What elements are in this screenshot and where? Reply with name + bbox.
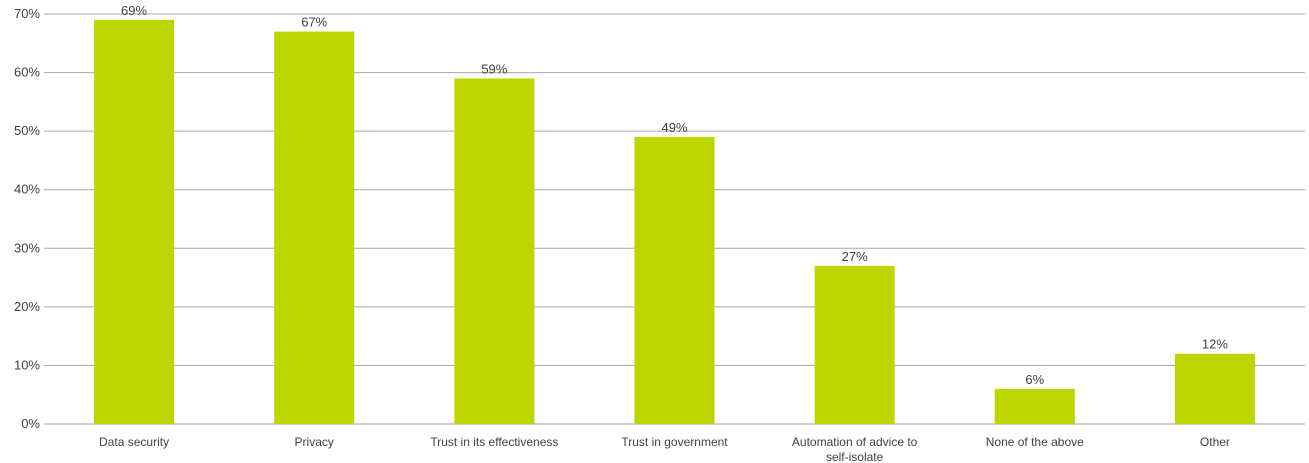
data-label: 27% <box>842 249 868 264</box>
x-tick-label: Data security <box>99 435 169 449</box>
data-label: 69% <box>121 3 147 18</box>
y-tick-label: 10% <box>14 357 40 372</box>
x-tick-label: Trust in government <box>621 435 728 449</box>
x-axis-category-labels: Data security Privacy Trust in its effecti… <box>99 435 1230 463</box>
y-tick-label: 60% <box>14 65 40 80</box>
data-label: 6% <box>1025 372 1044 387</box>
bar <box>994 388 1075 424</box>
y-tick-label: 40% <box>14 182 40 197</box>
y-axis-tick-labels: 0% 10% 20% 30% 40% 50% 60% 70% <box>14 6 40 431</box>
data-label: 49% <box>661 120 687 135</box>
x-tick-label: Trust in its effectiveness <box>430 435 558 449</box>
bar <box>814 265 895 424</box>
x-tick-label: None of the above <box>986 435 1084 449</box>
y-tick-label: 20% <box>14 299 40 314</box>
bar <box>94 19 175 424</box>
bar <box>1174 353 1255 424</box>
x-tick-label: self-isolate <box>826 450 884 463</box>
data-labels: 69% 67% 59% 49% 27% 6% 12% <box>121 3 1228 387</box>
bar <box>634 137 715 424</box>
x-tick-label: Automation of advice to <box>792 435 918 449</box>
bars <box>94 19 1255 424</box>
y-tick-label: 0% <box>21 416 40 431</box>
y-tick-label: 50% <box>14 123 40 138</box>
data-label: 59% <box>481 61 507 76</box>
data-label: 12% <box>1202 337 1228 352</box>
bar <box>274 31 355 424</box>
y-tick-label: 30% <box>14 240 40 255</box>
data-label: 67% <box>301 15 327 30</box>
bar <box>454 78 535 424</box>
x-tick-label: Privacy <box>295 435 334 449</box>
y-tick-label: 70% <box>14 6 40 21</box>
x-tick-label: Other <box>1200 435 1230 449</box>
